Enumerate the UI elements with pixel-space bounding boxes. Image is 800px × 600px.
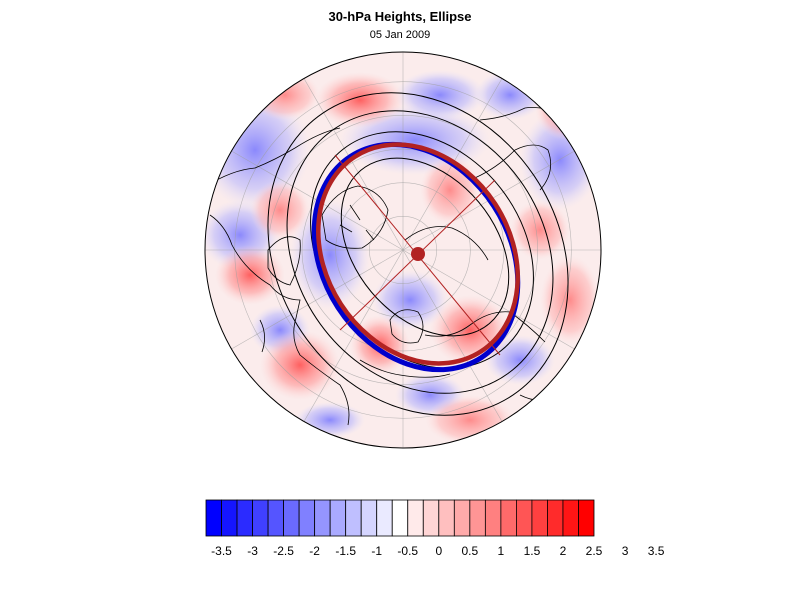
map-title: 30-hPa Heights, Ellipse [328,9,472,24]
colorbar-swatch [407,499,424,537]
colorbar-swatch [205,499,222,537]
map-date: 05 Jan 2009 [369,29,431,41]
colorbar-tick-label: 1.5 [524,544,541,558]
longitude-line [303,249,404,422]
colorbar-swatch [484,499,502,537]
colorbar-tick-label: -0.5 [397,544,418,558]
colorbar-swatch [267,499,284,537]
colorbar-swatch [391,499,409,537]
colorbar-swatch [236,499,253,537]
colorbar-tick-label: -2 [309,544,320,558]
colorbar-tick-label: -3 [247,544,258,558]
colorbar-tick-label: -1.5 [335,544,356,558]
colorbar-swatch [283,499,300,537]
colorbar-tick-label: 3 [622,544,629,558]
longitude-line [231,249,404,350]
colorbar-swatch [469,499,486,537]
ellipse-center-marker [411,247,425,261]
colorbar-swatch [329,499,347,537]
fitted-ellipse [316,142,520,366]
colorbar-tick-label: 2 [560,544,567,558]
longitude-line [402,249,575,350]
colorbar-swatch [516,499,533,537]
colorbar-swatch [376,499,393,537]
colorbar-swatch [252,499,269,537]
colorbar-swatch [345,499,362,537]
colorbar-swatch [422,499,440,537]
colorbar-swatch [562,499,579,537]
colorbar-swatch [500,499,517,537]
height-contours [267,92,569,416]
colorbar-swatch [438,499,455,537]
colorbar-swatch [531,499,548,537]
colorbar-tick-label: 0 [435,544,442,558]
colorbar-tick-label: -2.5 [273,544,294,558]
colorbar-swatch [547,499,564,537]
colorbar-swatch [314,499,331,537]
longitude-line [303,78,404,251]
colorbar-tick-label: -3.5 [211,544,232,558]
colorbar-swatch [298,499,316,537]
colorbar-tick-label: 0.5 [461,544,478,558]
colorbar-swatch [360,499,378,537]
ellipse-diagnostic [311,141,521,373]
colorbar-tick-label: -1 [371,544,382,558]
colorbar-tick-label: 1 [498,544,505,558]
colorbar-tick-label: 2.5 [586,544,603,558]
colorbar-swatch [221,499,238,537]
colorbar-swatch [453,499,471,537]
blue-contour-band [311,141,521,373]
map-boundary [204,51,602,449]
colorbar-swatch [578,499,595,537]
colorbar-tick-label: 3.5 [648,544,665,558]
